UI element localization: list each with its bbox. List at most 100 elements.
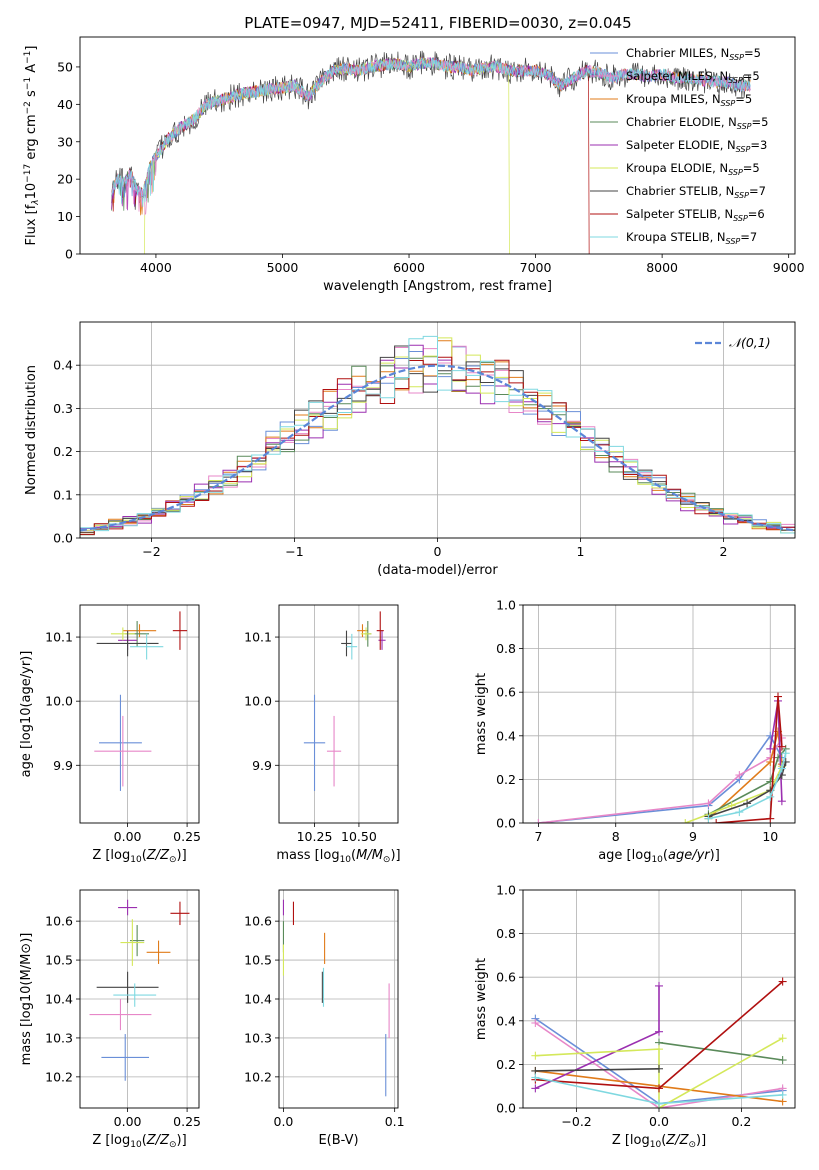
errorbar-chabrier-stelib — [96, 630, 159, 657]
x-tick-label: 0 — [434, 544, 442, 559]
x-axis-label: Z [log10(Z/Z⊙)] — [92, 1133, 186, 1150]
y-axis-label: age [log10(age/yr)] — [19, 651, 34, 778]
x-tick-label: 8 — [612, 829, 620, 844]
series-kroupa-stelib — [704, 749, 790, 823]
x-tick-label: 0.25 — [173, 1114, 201, 1129]
x-tick-label: 9 — [689, 829, 697, 844]
axes-frame — [522, 604, 796, 824]
y-tick-label: 40 — [57, 97, 73, 112]
axes-frame — [79, 604, 200, 824]
y-axis-label: mass weight — [474, 958, 489, 1040]
errorbar-salpeter-miles — [89, 999, 152, 1031]
y-axis-label: Normed distribution — [24, 365, 39, 495]
x-tick-label: 0.00 — [114, 1114, 142, 1129]
errorbar-chabrier-stelib — [96, 971, 159, 1003]
y-tick-label: 0 — [65, 247, 73, 262]
errorbar-kroupa-stelib — [346, 633, 358, 660]
age-vs-mass-panel: 10.25 10.50 9.9 10.0 10.1 mass [log10(M/M⊙)] — [244, 604, 401, 865]
x-tick-label: −1 — [285, 544, 303, 559]
series-line — [658, 1041, 783, 1061]
y-tick-label: 0.6 — [496, 970, 516, 985]
y-tick-label: 10.2 — [45, 1069, 73, 1084]
errorbar-kroupa-stelib — [129, 633, 164, 660]
x-tick-label: 0.00 — [114, 829, 142, 844]
spectrum-lines — [111, 50, 751, 254]
series-kroupa-stelib — [531, 1073, 787, 1108]
y-tick-label: 9.9 — [53, 758, 73, 773]
series-group — [531, 977, 787, 1108]
y-tick-label: 0.2 — [496, 1057, 516, 1072]
y-tick-label: 10.6 — [244, 914, 272, 929]
axes-frame — [79, 321, 796, 539]
residuals-panel: −2 −1 0 1 2 0.0 0.1 0.2 0.3 0.4 (data-model)/error… — [24, 321, 796, 578]
legend-label: Kroupa MILES, NSSP=5 — [626, 92, 752, 108]
x-tick-label: −0.2 — [561, 1114, 591, 1129]
legend-label: Salpeter ELODIE, NSSP=3 — [626, 138, 767, 154]
y-tick-label: 10.1 — [45, 630, 73, 645]
histogram-group — [80, 335, 795, 536]
histogram-kroupa-stelib — [80, 335, 795, 534]
y-tick-label: 10.2 — [244, 1069, 272, 1084]
normal-curve — [80, 364, 795, 532]
y-tick-label: 10.3 — [45, 1030, 73, 1045]
x-tick-label: 0.0 — [274, 1114, 294, 1129]
figure-title: PLATE=0947, MJD=52411, FIBERID=0030, z=0… — [244, 14, 631, 32]
errorbar-kroupa-miles — [146, 940, 171, 964]
y-tick-label: 30 — [57, 134, 73, 149]
x-axis-label: age [log10(age/yr)] — [598, 848, 720, 865]
x-tick-label: 7 — [534, 829, 542, 844]
y-tick-label: 1.0 — [496, 598, 516, 613]
y-tick-label: 0.8 — [496, 926, 516, 941]
y-axis-label: mass [log10(M/M⊙)] — [19, 933, 34, 1066]
mass-vs-ebv-panel: 0.0 0.1 10.2 10.3 10.4 10.5 10.6 E(B-V) — [244, 889, 405, 1148]
x-tick-label: 5000 — [267, 260, 299, 275]
errorbar-chabrier-stelib — [341, 630, 352, 657]
series-salpeter-miles — [534, 733, 786, 823]
errorbar-salpeter-miles — [326, 715, 342, 787]
x-tick-label: 4000 — [140, 260, 172, 275]
errorbar-group — [89, 899, 190, 1081]
massweight-vs-metallicity-panel: −0.2 0.0 0.2 0.0 0.2 0.4 0.6 0.8 1.0 Z [log10(Z/Z… — [474, 883, 796, 1150]
errorbar-group — [303, 611, 386, 791]
x-tick-label: 2 — [720, 544, 728, 559]
errorbar-chabrier-miles — [303, 694, 326, 791]
mass-vs-metallicity-panel: 0.00 0.25 10.2 10.3 10.4 10.5 10.6 Z [log10(Z/Z… — [19, 889, 201, 1150]
x-tick-label: 9000 — [773, 260, 805, 275]
series-group — [534, 692, 790, 823]
axes-frame — [79, 889, 200, 1109]
series-line — [535, 1037, 783, 1108]
legend-label: 𝒩(0,1) — [729, 335, 771, 350]
axes-frame — [79, 36, 796, 255]
errorbar-salpeter-stelib — [170, 901, 190, 926]
y-tick-label: 10.4 — [244, 992, 272, 1007]
errorbar-chabrier-miles — [99, 694, 142, 791]
x-tick-label: 8000 — [646, 260, 678, 275]
x-tick-label: 0.1 — [385, 1114, 405, 1129]
errorbar-chabrier-miles — [101, 1034, 150, 1081]
y-tick-label: 0.3 — [53, 401, 73, 416]
errorbar-kroupa-elodie — [360, 627, 372, 641]
legend-label: Kroupa ELODIE, NSSP=5 — [626, 161, 760, 177]
errorbar-salpeter-stelib — [376, 611, 384, 650]
legend-label: Salpeter STELIB, NSSP=6 — [626, 207, 765, 223]
x-tick-label: 6000 — [393, 260, 425, 275]
y-tick-label: 0.0 — [496, 1101, 516, 1116]
y-tick-label: 50 — [57, 59, 73, 74]
x-axis-label: mass [log10(M/M⊙)] — [276, 848, 400, 865]
errorbar-kroupa-miles — [122, 624, 157, 638]
age-vs-metallicity-panel: 0.00 0.25 9.9 10.0 10.1 Z [log10(Z/Z⊙)] age [l… — [19, 604, 201, 865]
x-axis-label: (data-model)/error — [377, 563, 498, 578]
y-tick-label: 9.9 — [252, 758, 272, 773]
axes-frame — [278, 604, 399, 824]
x-tick-label: 10 — [762, 829, 778, 844]
y-tick-label: 0.4 — [496, 728, 516, 743]
x-tick-label: 10.50 — [341, 829, 377, 844]
y-tick-label: 20 — [57, 172, 73, 187]
y-tick-label: 0.6 — [496, 685, 516, 700]
series-salpeter-stelib — [712, 692, 786, 823]
x-tick-label: 7000 — [520, 260, 552, 275]
x-axis-label: Z [log10(Z/Z⊙)] — [92, 848, 186, 865]
x-tick-label: 0.25 — [173, 829, 201, 844]
errorbar-group — [282, 899, 390, 1097]
